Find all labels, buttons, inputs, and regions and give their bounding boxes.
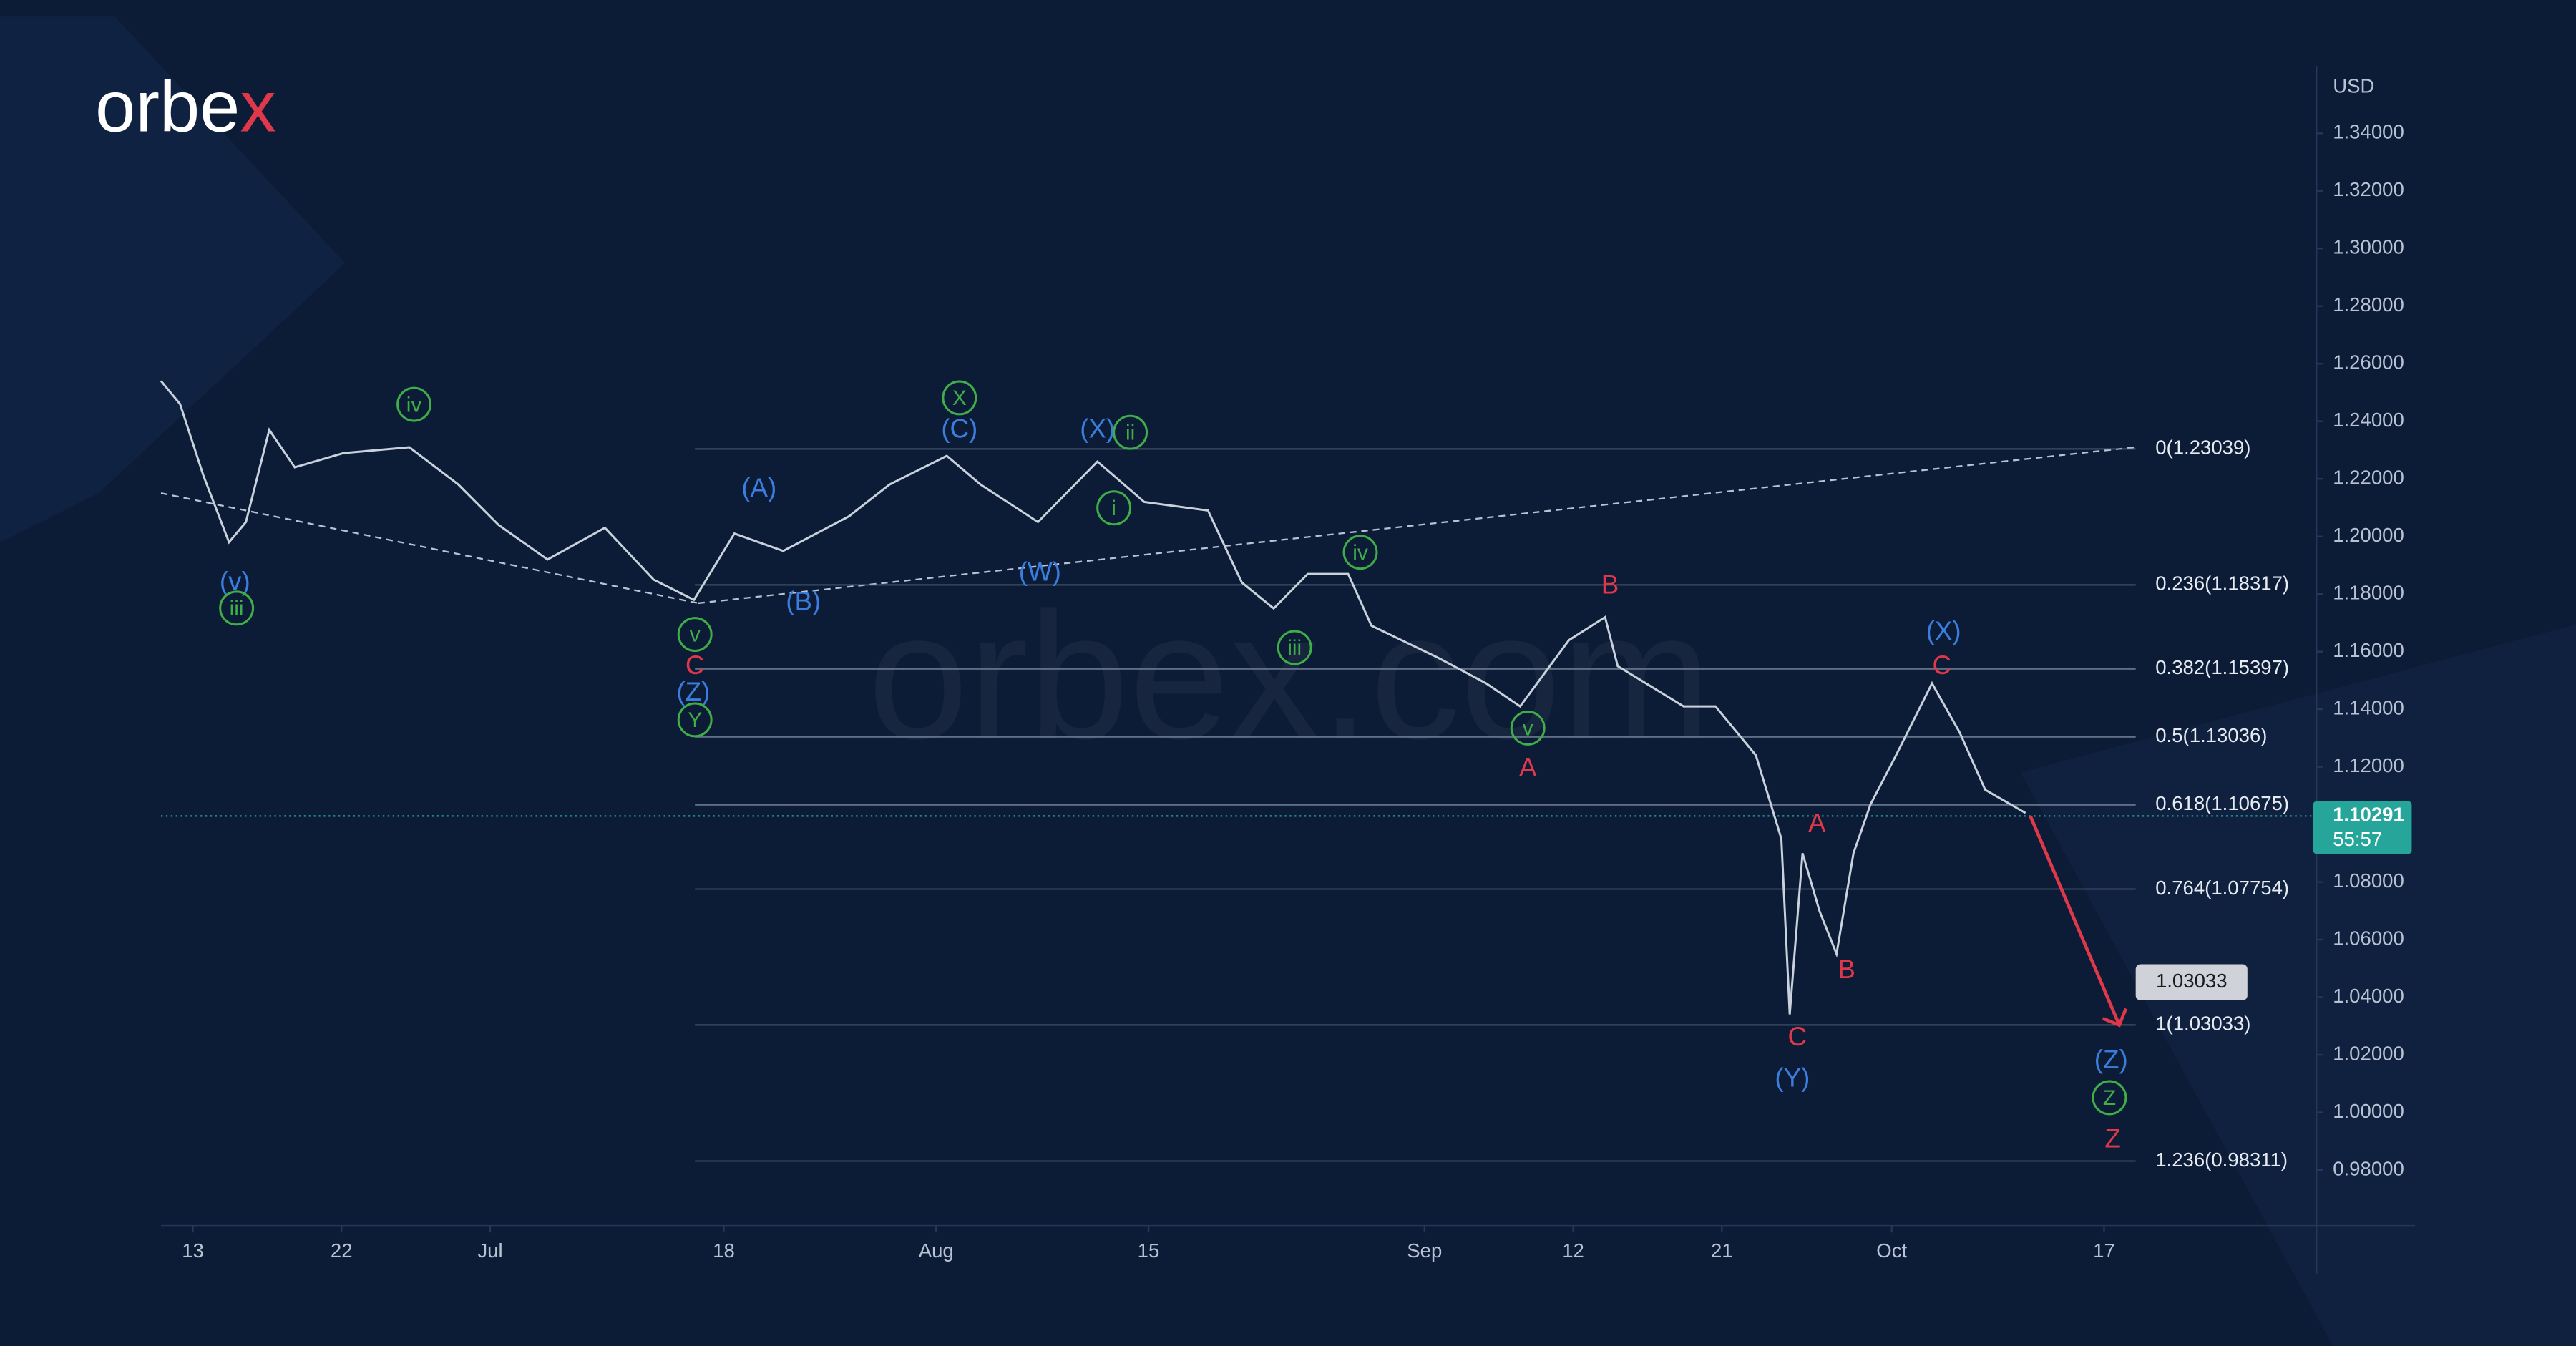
fib-label: 1.236(0.98311) xyxy=(2155,1149,2288,1171)
wave-label: (W) xyxy=(1019,557,1061,586)
x-tick-label: 13 xyxy=(182,1239,204,1262)
y-tick-label: 1.06000 xyxy=(2333,927,2404,949)
wave-label: (Y) xyxy=(1775,1063,1810,1092)
target-label: 1.03033 xyxy=(2156,970,2228,992)
y-tick-label: 1.12000 xyxy=(2333,754,2404,776)
price-line xyxy=(160,380,2026,1015)
wave-circle xyxy=(1342,535,1378,570)
wave-label: (A) xyxy=(741,473,776,502)
y-tick-label: 1.02000 xyxy=(2333,1042,2404,1064)
wave-label: A xyxy=(1519,753,1537,782)
fib-label: 0.764(1.07754) xyxy=(2155,877,2289,899)
y-tick-label: 1.26000 xyxy=(2333,351,2404,374)
x-tick-label: 17 xyxy=(2093,1239,2115,1262)
wave-label: Z xyxy=(2104,1123,2120,1153)
decor-shape xyxy=(2020,624,2576,1346)
y-tick-label: 0.98000 xyxy=(2333,1157,2404,1179)
wave-label: (X) xyxy=(1080,414,1115,444)
wave-label: Z xyxy=(2103,1086,2116,1110)
y-tick-label: 1.28000 xyxy=(2333,293,2404,316)
fib-label: 0.236(1.18317) xyxy=(2155,572,2289,595)
wave-label: iii xyxy=(1287,636,1302,660)
x-tick-label: 21 xyxy=(1711,1239,1733,1262)
wave-circle xyxy=(219,590,255,626)
y-tick-label: 1.32000 xyxy=(2333,178,2404,200)
fib-label: 1(1.03033) xyxy=(2155,1013,2250,1035)
y-tick-label: 1.30000 xyxy=(2333,236,2404,258)
y-tick-label: 1.22000 xyxy=(2333,466,2404,488)
wave-label: v xyxy=(1523,717,1533,741)
wave-label: iii xyxy=(230,597,244,620)
countdown-label: 55:57 xyxy=(2333,828,2382,850)
wave-label: X xyxy=(952,386,967,410)
fib-label: 0.618(1.10675) xyxy=(2155,792,2289,814)
wave-label: (Z) xyxy=(2094,1045,2128,1074)
wave-label: Y xyxy=(688,708,702,732)
y-tick-label: 1.24000 xyxy=(2333,409,2404,431)
y-tick-label: 1.08000 xyxy=(2333,869,2404,892)
wave-label: (Z) xyxy=(676,677,710,706)
last-price-label: 1.10291 xyxy=(2333,804,2404,826)
fib-label: 0.382(1.15397) xyxy=(2155,656,2289,678)
x-tick-label: Oct xyxy=(1876,1239,1907,1262)
wave-label: A xyxy=(1808,809,1826,838)
wave-label: (C) xyxy=(941,414,977,444)
projection-arrow xyxy=(2029,815,2121,1026)
wave-label: (X) xyxy=(1926,616,1961,645)
fib-label: 0(1.23039) xyxy=(2155,437,2250,459)
watermark: orbex.com xyxy=(868,574,1712,776)
wave-label: C xyxy=(1933,650,1952,680)
wave-label: v xyxy=(690,623,701,647)
x-tick-label: Jul xyxy=(477,1239,502,1262)
y-tick-label: 1.04000 xyxy=(2333,985,2404,1007)
y-tick-label: 1.14000 xyxy=(2333,696,2404,718)
y-axis-unit: USD xyxy=(2333,74,2374,97)
wave-label: B xyxy=(1838,955,1855,984)
wave-label: iv xyxy=(406,393,422,416)
x-tick-label: 18 xyxy=(713,1239,735,1262)
wave-circle xyxy=(677,702,713,738)
y-tick-label: 1.00000 xyxy=(2333,1100,2404,1122)
wave-circle xyxy=(2092,1080,2127,1116)
wave-circle xyxy=(1113,414,1148,450)
y-tick-label: 1.18000 xyxy=(2333,581,2404,603)
wave-circle xyxy=(1510,710,1546,746)
logo-x: x xyxy=(240,67,276,147)
wave-circle xyxy=(1277,630,1312,665)
x-tick-label: Sep xyxy=(1407,1239,1442,1262)
wave-label: C xyxy=(686,650,705,680)
wave-circle xyxy=(942,380,977,416)
y-tick-label: 1.20000 xyxy=(2333,524,2404,546)
x-tick-label: 22 xyxy=(331,1239,353,1262)
wave-circle xyxy=(677,617,713,652)
wave-circle xyxy=(396,386,432,422)
wave-label: i xyxy=(1111,497,1116,520)
target-box xyxy=(2135,964,2248,1001)
wave-circle xyxy=(1096,490,1132,526)
decor-shape xyxy=(0,16,346,542)
y-tick-label: 1.34000 xyxy=(2333,121,2404,143)
arrow-head xyxy=(2102,1008,2128,1028)
logo-text: orbe xyxy=(95,67,240,147)
wave-label: C xyxy=(1787,1022,1807,1051)
wave-label: iv xyxy=(1352,541,1368,565)
wave-label: ii xyxy=(1126,421,1135,444)
x-tick-label: 15 xyxy=(1138,1239,1160,1262)
y-tick-label: 1.16000 xyxy=(2333,639,2404,661)
x-tick-label: Aug xyxy=(919,1239,954,1262)
x-tick-label: 12 xyxy=(1562,1239,1584,1262)
wave-label: B xyxy=(1601,570,1619,600)
wave-label: (B) xyxy=(786,587,821,616)
logo: orbex xyxy=(95,67,276,147)
fib-label: 0.5(1.13036) xyxy=(2155,724,2267,746)
last-price-box xyxy=(2313,801,2412,854)
